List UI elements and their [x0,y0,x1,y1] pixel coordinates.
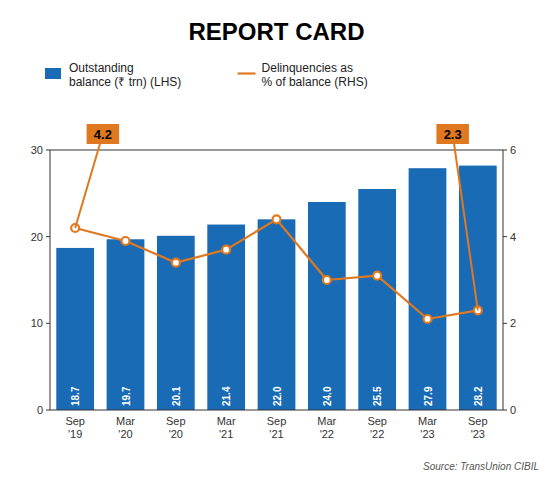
marker [172,259,180,267]
y-tick-label: 30 [31,144,43,156]
text-line: Sep [468,415,488,427]
data-label: 24.0 [322,386,333,406]
x-tick-label: Mar'22 [317,415,336,440]
y2-tick [503,323,507,324]
text-line: Sep [166,415,186,427]
plot-top-line [50,150,503,151]
data-label: 18.7 [70,386,81,406]
bar [308,202,346,410]
x-axis [50,410,503,411]
data-label: 28.2 [473,386,484,406]
y-tick [46,236,50,237]
x-tick-label: Mar'20 [116,415,135,440]
legend-label: Outstandingbalance (₹ trn) (LHS) [69,61,181,89]
text-line: '21 [269,428,283,440]
marker [323,276,331,284]
legend: Outstandingbalance (₹ trn) (LHS) Delinque… [45,61,368,89]
text-line: '20 [118,428,132,440]
y2-tick-label: 6 [510,144,516,156]
source: Source: TransUnion CIBIL [423,461,539,472]
y2-tick [503,150,507,151]
data-label: 25.5 [372,386,383,406]
y2-tick [503,236,507,237]
marker [122,237,130,245]
bar [56,248,94,410]
annotation-box [436,124,469,144]
legend-swatch [45,68,61,79]
data-label: 22.0 [272,386,283,406]
marker [373,272,381,280]
y2-tick-label: 4 [510,231,516,243]
y2-tick-label: 0 [510,404,516,416]
y-tick [46,410,50,411]
text-line: '20 [169,428,183,440]
text-line: Sep [65,415,85,427]
data-label: 21.4 [221,386,232,406]
text-line: Outstanding [69,61,134,75]
x-tick-label: Mar'21 [217,415,236,440]
text-line: '19 [68,428,82,440]
x-tick-label: Sep'19 [65,415,85,440]
data-label: 20.1 [171,386,182,406]
y2-axis [503,150,504,410]
marker [222,246,230,254]
y-tick [46,150,50,151]
bar [459,166,497,410]
x-tick-label: Sep'20 [166,415,186,440]
legend-label: Delinquencies as% of balance (RHS) [262,61,368,89]
bar [107,239,145,410]
marks [56,166,496,410]
text-line: % of balance (RHS) [262,75,368,89]
bar [358,189,396,410]
marker [273,215,281,223]
x-tick-label: Sep'21 [267,415,287,440]
text-line: '23 [471,428,485,440]
text-line: Mar [217,415,236,427]
text-line: Mar [418,415,437,427]
annotation-box [87,124,120,144]
y-tick [46,323,50,324]
line [75,219,478,319]
legend-swatch [238,72,256,74]
text-line: Sep [267,415,287,427]
text-line: balance (₹ trn) (LHS) [69,75,181,89]
text-line: '22 [320,428,334,440]
y2-tick-label: 2 [510,317,516,329]
text-line: Delinquencies as [262,61,353,75]
y2-tick [503,410,507,411]
text-line: '22 [370,428,384,440]
bar [258,219,296,410]
text-line: Mar [116,415,135,427]
title: REPORT CARD [188,18,364,45]
bar [409,168,447,410]
x-tick-label: Sep'23 [468,415,488,440]
chart: REPORT CARD 18.7 19.7 20.1 21.4 22.0 24.0 25.5 2… [0,0,553,480]
y-axis [50,150,51,410]
marker [424,315,432,323]
bar [157,236,195,410]
y-tick-label: 20 [31,231,43,243]
text-line: Sep [367,415,387,427]
annotation-connector [75,134,103,228]
annotation-connector [453,134,478,310]
data-label: 19.7 [121,386,132,406]
y-tick-label: 0 [37,404,43,416]
text-line: '21 [219,428,233,440]
annotation: 4.2 [94,127,112,142]
y-tick-label: 10 [31,317,43,329]
data-label: 27.9 [423,386,434,406]
background [0,0,553,480]
labels: 18.7 19.7 20.1 21.4 22.0 24.0 25.5 27.9 28.2 [70,386,484,406]
x-tick-label: Sep'22 [367,415,387,440]
text-line: Mar [317,415,336,427]
x-tick-label: Mar'23 [418,415,437,440]
annotation: 2.3 [444,127,462,142]
text-line: '23 [420,428,434,440]
